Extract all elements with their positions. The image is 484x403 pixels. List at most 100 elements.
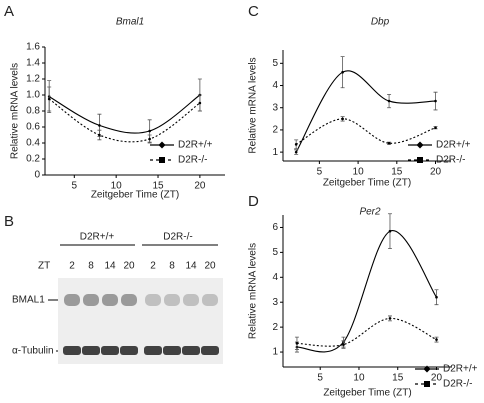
y-tick-label: 4 <box>272 80 278 91</box>
x-tick-label: 5 <box>72 181 78 192</box>
legend-marker <box>416 141 424 149</box>
x-axis-label: Zeitgeber Time (ZT) <box>323 178 411 189</box>
x-tick-label: 20 <box>194 181 206 192</box>
y-tick-label: 1 <box>272 347 278 358</box>
legend-marker <box>159 157 165 163</box>
series-line <box>48 94 201 134</box>
panel-letter: D <box>248 193 259 210</box>
x-tick-label: 10 <box>353 373 365 384</box>
point <box>388 229 392 233</box>
band <box>82 346 100 355</box>
point <box>341 117 344 121</box>
y-tick-label: 1 <box>272 147 278 158</box>
chart-title: Bmal1 <box>116 17 144 28</box>
y-tick-label: 1.6 <box>26 42 40 53</box>
band <box>64 294 80 306</box>
point <box>387 99 391 103</box>
x-tick-label: 15 <box>391 167 403 178</box>
point <box>434 99 437 103</box>
point <box>47 97 51 101</box>
series-line <box>296 317 437 347</box>
y-tick-label: 5 <box>272 247 278 258</box>
legend-label: D2R+/+ <box>178 140 213 151</box>
point <box>98 124 101 127</box>
y-tick-label: 4 <box>272 272 278 283</box>
x-tick-label: 10 <box>353 167 365 178</box>
legend-marker <box>158 141 166 149</box>
point <box>148 129 151 133</box>
y-tick-label: 0 <box>34 170 40 181</box>
legend-marker <box>417 157 423 163</box>
x-tick-label: 20 <box>431 373 443 384</box>
zt-label: ZT <box>38 261 50 272</box>
x-tick-label: 5 <box>317 167 323 178</box>
y-axis-label: Relative mRNA levels <box>10 63 21 159</box>
series-line <box>295 70 436 153</box>
band <box>101 346 119 355</box>
x-tick-label: 15 <box>152 181 164 192</box>
y-tick-label: 1.4 <box>26 58 40 69</box>
x-tick-label: 15 <box>392 373 404 384</box>
lane-label: 14 <box>185 261 197 272</box>
group-label: D2R-/- <box>163 232 192 243</box>
band <box>201 346 219 355</box>
legend-label: D2R+/+ <box>443 364 478 375</box>
panel-letter: B <box>4 213 14 230</box>
legend-label: D2R-/- <box>178 155 207 166</box>
lane-label: 2 <box>150 261 156 272</box>
series-line <box>296 230 437 353</box>
group-label: D2R+/+ <box>80 232 115 243</box>
legend-marker <box>423 365 431 373</box>
legend-marker <box>424 381 430 387</box>
band <box>102 294 118 306</box>
point <box>98 133 101 137</box>
chart-title: Dbp <box>371 17 390 28</box>
series-line <box>295 118 436 145</box>
band <box>163 346 181 355</box>
y-tick-label: 0.2 <box>26 154 40 165</box>
y-axis-label: Relative mRNA levels <box>248 57 259 153</box>
x-axis-label: Zeitgeber Time (ZT) <box>323 388 411 399</box>
band <box>83 294 99 306</box>
point <box>387 141 391 145</box>
row-label: α-Tubulin <box>12 346 54 357</box>
band <box>202 294 218 306</box>
y-tick-label: 0.6 <box>26 122 40 133</box>
y-tick-label: 3 <box>272 102 278 113</box>
point <box>341 70 344 74</box>
lane-label: 20 <box>123 261 135 272</box>
y-tick-label: 1.2 <box>26 74 40 85</box>
point <box>342 343 345 346</box>
legend-label: D2R+/+ <box>436 140 471 151</box>
lane-label: 14 <box>104 261 116 272</box>
band <box>164 294 180 306</box>
point <box>435 338 438 341</box>
point <box>294 143 298 146</box>
lane-label: 20 <box>204 261 216 272</box>
point <box>198 101 202 105</box>
y-tick-label: 1.0 <box>26 90 40 101</box>
band <box>121 294 137 306</box>
lane-label: 8 <box>88 261 94 272</box>
y-tick-label: 3 <box>272 297 278 308</box>
x-tick-label: 10 <box>111 181 123 192</box>
y-tick-label: 6 <box>272 222 278 233</box>
point <box>388 317 392 320</box>
point <box>434 126 437 129</box>
lane-label: 2 <box>69 261 75 272</box>
y-axis-label: Relative mRNA levels <box>248 243 259 339</box>
point <box>435 295 438 299</box>
row-label: BMAL1 <box>12 295 45 306</box>
chart-title: Per2 <box>359 207 381 218</box>
band <box>120 346 138 355</box>
band <box>63 346 81 355</box>
band <box>145 294 161 306</box>
point <box>294 150 298 154</box>
y-tick-label: 5 <box>272 58 278 69</box>
series-line <box>48 98 201 143</box>
legend-label: D2R-/- <box>443 379 472 390</box>
band <box>183 294 199 306</box>
y-tick-label: 0.8 <box>26 106 40 117</box>
lane-label: 8 <box>169 261 175 272</box>
